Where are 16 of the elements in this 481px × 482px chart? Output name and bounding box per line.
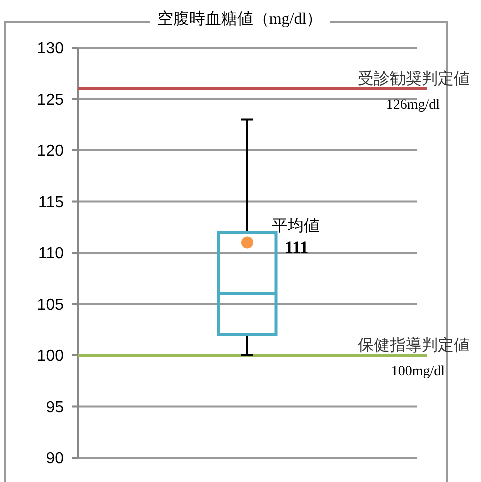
y-tick-label: 120 bbox=[37, 143, 64, 160]
y-tick-label: 105 bbox=[37, 296, 64, 314]
ref-line-label: 保健指導判定値 bbox=[358, 336, 470, 354]
chart-title: 空腹時血糖値（mg/dl） bbox=[157, 10, 323, 28]
annotation: 平均値 bbox=[272, 218, 320, 235]
y-tick-label: 100 bbox=[37, 348, 64, 366]
y-tick-label: 130 bbox=[37, 40, 64, 58]
annotation: 100mg/dl bbox=[391, 364, 446, 380]
y-tick-label: 115 bbox=[38, 194, 64, 212]
y-tick-label: 125 bbox=[37, 92, 64, 109]
y-tick-label: 90 bbox=[46, 450, 64, 468]
y-tick-label: 110 bbox=[38, 246, 64, 263]
ref-line-label: 受診勧奨判定値 bbox=[358, 70, 470, 88]
annotation: 111 bbox=[285, 238, 309, 257]
annotation: 126mg/dl bbox=[386, 98, 440, 113]
y-tick-label: 95 bbox=[46, 399, 64, 416]
